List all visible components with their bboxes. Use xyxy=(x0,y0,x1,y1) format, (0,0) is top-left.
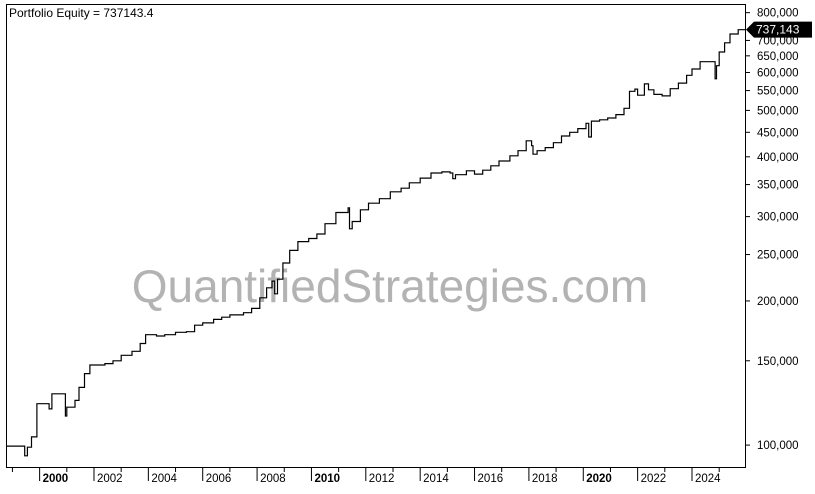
x-tick-label: 2018 xyxy=(532,473,558,485)
x-tick-label: 2006 xyxy=(206,473,232,485)
chart-title: Portfolio Equity = 737143.4 xyxy=(9,6,154,20)
y-tick-label: 600,000 xyxy=(757,67,799,79)
y-tick-label: 550,000 xyxy=(757,86,799,98)
x-tick-label: 2014 xyxy=(423,473,449,485)
x-tick-label: 2008 xyxy=(260,473,286,485)
y-tick-label: 350,000 xyxy=(757,180,799,192)
x-tick-label: 2004 xyxy=(151,473,177,485)
y-tick-label: 450,000 xyxy=(757,127,799,139)
y-tick-label: 700,000 xyxy=(757,35,799,47)
x-tick-label: 2000 xyxy=(43,473,69,485)
x-tick-label: 2020 xyxy=(586,473,612,485)
plot-frame xyxy=(6,4,746,468)
y-tick-label: 300,000 xyxy=(757,212,799,224)
last-value-tag xyxy=(746,21,812,38)
last-value-label: 737,143 xyxy=(756,23,800,37)
y-tick-label: 200,000 xyxy=(757,296,799,308)
y-tick-label: 400,000 xyxy=(757,152,799,164)
x-tick-label: 2022 xyxy=(641,473,667,485)
y-tick-label: 650,000 xyxy=(757,51,799,63)
x-tick-label: 2012 xyxy=(369,473,395,485)
y-axis: 100,000 150,000 200,000 250,000 300,000 350,0… xyxy=(745,8,799,452)
x-tick-label: 2010 xyxy=(314,473,340,485)
y-tick-label: 800,000 xyxy=(757,8,799,20)
x-tick-label: 2002 xyxy=(97,473,123,485)
y-tick-label: 250,000 xyxy=(757,250,799,262)
last-value-marker: 737,143 xyxy=(746,21,812,38)
y-tick-label: 150,000 xyxy=(757,356,799,368)
x-axis: 2000 2002 2004 2006 2008 2010 2012 2014 2016 2018… xyxy=(11,467,721,485)
x-tick-label: 2016 xyxy=(478,473,504,485)
x-tick-label: 2024 xyxy=(695,473,721,485)
y-tick-label: 500,000 xyxy=(757,105,799,117)
y-tick-label: 100,000 xyxy=(757,440,799,452)
equity-line xyxy=(7,29,745,457)
watermark-text: QuantifiedStrategies.com xyxy=(132,260,649,312)
